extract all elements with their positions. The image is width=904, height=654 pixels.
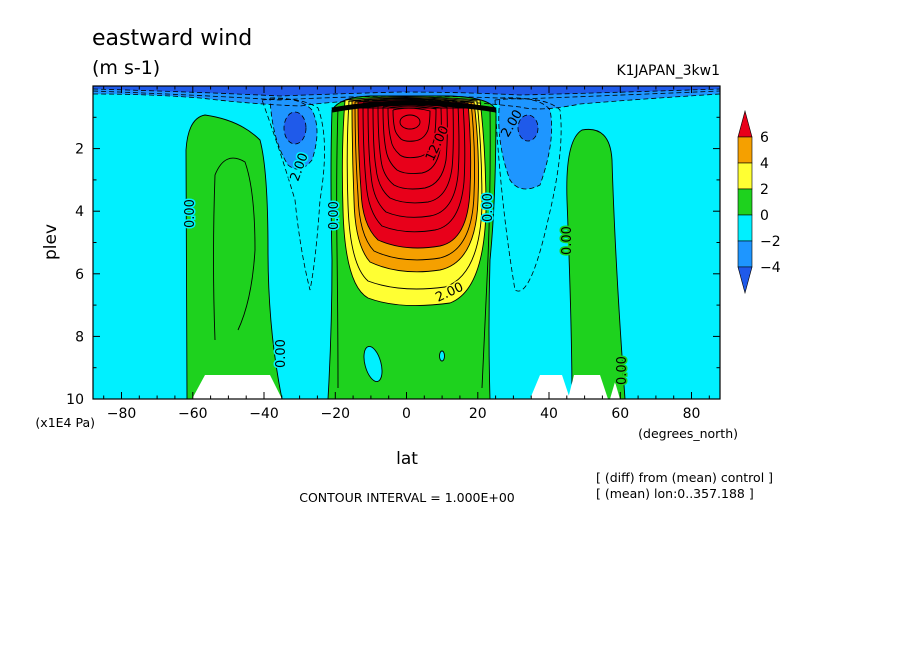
diff-note: [ (diff) from (mean) control ] [596,470,773,485]
contour-label: 0.00 [615,356,630,385]
northern-easterly-min [518,115,538,141]
y-tick-labels: 2 4 6 8 10 [66,142,84,408]
contour-field: 0.00 0.00 0.00 0.00 0.00 0.00 2.00 2.00 … [93,86,720,399]
colorbar-tick-label: 0 [760,208,769,224]
x-tick-label: −60 [178,406,208,422]
contour-label: 0.00 [560,226,575,255]
x-tick-label: 20 [469,406,487,422]
jet-level-6 [358,100,471,248]
mask-north-c [610,382,620,399]
colorbar-box [737,240,753,268]
colorbar-box [737,162,753,190]
colorbar-box [737,136,753,164]
jet-top-clutter [331,100,497,113]
contour-label: 0.00 [274,339,289,368]
northern-westerly-band [566,129,625,399]
mask-south [192,375,282,399]
x-tick-label: 0 [402,406,411,422]
colorbar-labels: 6 4 2 0 −2 −4 [760,130,781,276]
x-tick-label: 40 [540,406,558,422]
x-tick-label: 60 [611,406,629,422]
y-tick-label: 2 [75,142,84,158]
colorbar [737,109,753,295]
contour-lines-dashed [93,88,720,292]
lower-pocket-b [439,351,445,361]
colorbar-tick-label: −4 [760,260,781,276]
y-axis-label: plev [41,224,61,260]
colorbar-cap-top [737,109,753,138]
contour-label: 0.00 [481,193,496,222]
mask-north-b [568,375,608,399]
y-tick-label: 8 [75,329,84,345]
x-tick-label: −80 [107,406,137,422]
colorbar-tick-label: 6 [760,130,769,146]
y-tick-label: 6 [75,267,84,283]
colorbar-tick-label: 4 [760,156,769,172]
colorbar-box [737,188,753,216]
southern-westerly-band [186,115,282,399]
northern-easterly-region [498,97,552,189]
colorbar-cap-bottom [737,266,753,295]
chart-title: eastward wind [92,26,252,51]
mean-note: [ (mean) lon:0..357.188 ] [596,486,754,501]
y-tick-label: 10 [66,392,84,408]
y-tick-marks [93,116,720,400]
colorbar-tick-label: −2 [760,234,781,250]
contour-label: 0.00 [183,199,198,228]
southern-easterly-min [284,112,306,144]
x-tick-marks [103,86,710,399]
chart-units: (m s-1) [92,57,160,79]
x-tick-label: −40 [249,406,279,422]
mask-north-a [530,375,570,399]
x-tick-label: −20 [321,406,351,422]
lower-pocket-a [363,346,383,382]
x-axis-label: lat [396,449,418,469]
x-tick-label: 80 [683,406,701,422]
x-axis-units: (degrees_north) [638,426,738,441]
colorbar-tick-label: 2 [760,182,769,198]
contour-interval-text: CONTOUR INTERVAL = 1.000E+00 [299,490,515,505]
colorbar-box [737,214,753,242]
x-tick-labels: −80 −60 −40 −20 0 20 40 60 80 [107,406,701,422]
contour-label: 0.00 [327,201,342,230]
run-name: K1JAPAN_3kw1 [616,63,720,79]
y-axis-units: (x1E4 Pa) [35,415,95,430]
y-tick-label: 4 [75,204,84,220]
